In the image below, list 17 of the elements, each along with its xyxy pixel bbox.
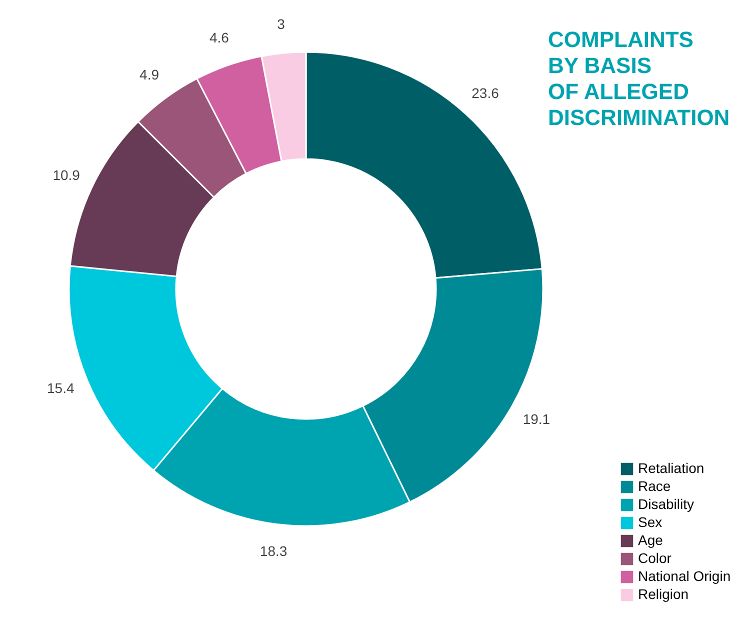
legend-label: Age xyxy=(638,532,664,548)
legend-label: Race xyxy=(638,478,671,494)
legend-label: Sex xyxy=(638,514,662,530)
data-label: 18.3 xyxy=(260,543,288,560)
data-label: 23.6 xyxy=(472,84,500,101)
data-label: 4.6 xyxy=(209,30,230,46)
data-label: 10.9 xyxy=(52,166,80,183)
legend-label: Religion xyxy=(638,586,689,602)
legend-label: Retaliation xyxy=(638,460,704,476)
legend-label: National Origin xyxy=(638,568,731,584)
data-label: 4.9 xyxy=(140,66,160,82)
data-label: 19.1 xyxy=(522,410,550,427)
legend-label: Disability xyxy=(638,496,694,512)
data-label: 15.4 xyxy=(46,380,74,396)
text: COMPLAINTS BY BASIS OF ALLEGED DISCRIMINATION xyxy=(548,27,730,130)
legend-label: Color xyxy=(638,550,672,566)
data-label: 3 xyxy=(277,16,286,32)
